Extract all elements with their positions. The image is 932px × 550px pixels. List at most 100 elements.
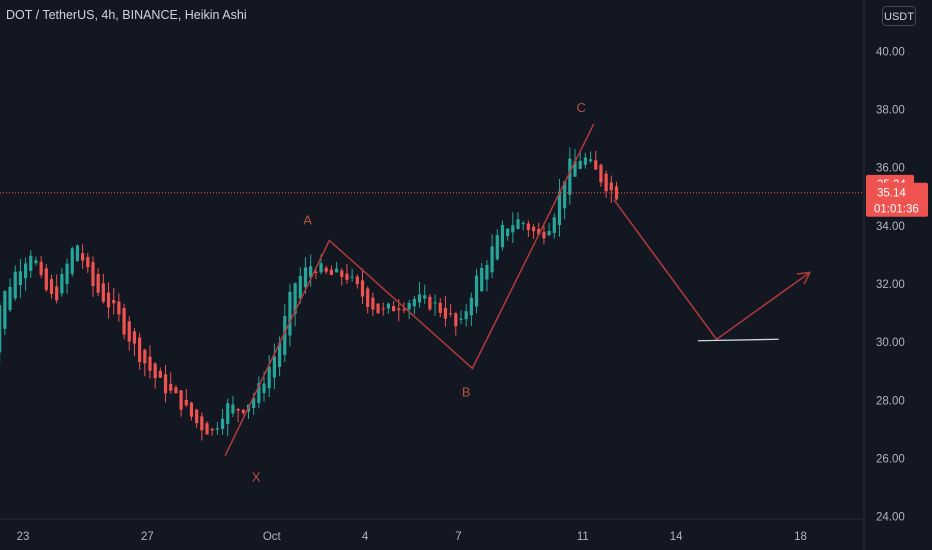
price-tags: 35.24 35.14 01:01:36 xyxy=(866,174,928,217)
candle-up xyxy=(65,263,69,284)
candle-down xyxy=(609,182,613,191)
candle-down xyxy=(397,308,401,311)
candle-up xyxy=(288,291,292,336)
candle-down xyxy=(360,280,365,297)
last-price-tag xyxy=(866,182,928,217)
candle-up xyxy=(417,294,422,303)
candle-down xyxy=(143,349,147,364)
price-axis-tick-label: 26.00 xyxy=(876,454,905,466)
time-axis-tick-label: Oct xyxy=(263,531,282,543)
projection-line[interactable] xyxy=(613,199,811,341)
candles-layer xyxy=(0,147,619,441)
candle-down xyxy=(594,160,598,170)
candle-up xyxy=(298,275,302,299)
candle-up xyxy=(407,302,411,310)
candle-down xyxy=(44,268,48,290)
candle-down xyxy=(179,390,183,410)
drawings-layer[interactable]: X A B C xyxy=(224,100,812,485)
candle-down xyxy=(526,223,530,231)
candle-up xyxy=(267,366,271,389)
candle-down xyxy=(174,387,178,394)
candle-down xyxy=(381,308,385,310)
pattern-label-b: B xyxy=(462,384,471,399)
candle-up xyxy=(60,274,64,294)
candle-down xyxy=(366,288,370,308)
time-axis-tick-label: 23 xyxy=(17,531,30,543)
time-axis-tick-label: 4 xyxy=(362,531,369,543)
candle-up xyxy=(350,276,354,278)
candle-down xyxy=(210,428,214,431)
candle-up xyxy=(293,283,297,314)
candle-down xyxy=(371,297,375,310)
candle-up xyxy=(578,160,582,169)
candle-up xyxy=(303,267,308,288)
candle-down xyxy=(96,274,100,293)
candle-up xyxy=(226,403,230,424)
candle-up xyxy=(568,158,572,195)
candle-up xyxy=(29,255,33,271)
candle-up xyxy=(547,230,551,236)
candle-down xyxy=(345,273,349,280)
candle-down xyxy=(236,409,240,411)
candle-up xyxy=(423,295,427,299)
candle-down xyxy=(184,399,188,406)
candle-down xyxy=(132,331,137,344)
price-axis-tick-label: 24.00 xyxy=(876,512,905,524)
candle-up xyxy=(220,418,225,429)
candle-up xyxy=(257,383,261,403)
candle-down xyxy=(454,313,458,327)
candle-up xyxy=(75,245,80,262)
candle-up xyxy=(552,217,556,233)
candle-down xyxy=(599,164,603,183)
candle-down xyxy=(355,276,359,285)
candle-down xyxy=(163,374,168,394)
candle-down xyxy=(614,186,619,200)
price-axis-tick-label: 30.00 xyxy=(876,337,905,349)
candle-up xyxy=(386,303,391,309)
candle-up xyxy=(277,342,282,367)
candle-up xyxy=(588,159,593,162)
symbol-title[interactable]: DOT / TetherUS, 4h, BINANCE, Heikin Ashi xyxy=(6,8,247,22)
candle-down xyxy=(438,302,442,313)
candle-down xyxy=(138,337,142,363)
projection-arrowhead xyxy=(796,271,812,285)
candle-up xyxy=(334,268,339,273)
candle-up xyxy=(563,181,567,209)
candle-up xyxy=(557,191,562,226)
price-axis-tick-label: 38.00 xyxy=(876,105,905,117)
price-axis-tick-label: 40.00 xyxy=(876,46,905,58)
candle-down xyxy=(449,313,453,315)
candle-down xyxy=(55,286,59,301)
candle-up xyxy=(480,267,484,292)
candle-up xyxy=(309,266,313,278)
candle-down xyxy=(376,303,380,314)
candle-down xyxy=(189,402,194,417)
candle-up xyxy=(573,160,577,177)
candle-up xyxy=(252,397,256,408)
time-axis[interactable]: 23 27 Oct 4 7 11 14 18 xyxy=(17,531,807,543)
candle-down xyxy=(153,363,157,379)
candle-up xyxy=(495,235,499,260)
candle-down xyxy=(392,306,396,312)
candle-down xyxy=(329,269,334,275)
candle-up xyxy=(511,225,515,233)
candle-down xyxy=(314,271,318,273)
candle-up xyxy=(3,291,7,329)
currency-button[interactable]: USDT xyxy=(882,6,916,26)
candle-up xyxy=(459,318,463,320)
candle-down xyxy=(101,283,105,302)
candle-down xyxy=(112,299,116,304)
candle-down xyxy=(91,262,95,286)
candle-down xyxy=(86,256,90,268)
target-level-line[interactable] xyxy=(697,338,779,342)
candle-down xyxy=(428,296,432,310)
candle-down xyxy=(537,229,541,235)
candle-down xyxy=(205,423,209,435)
candle-up xyxy=(23,263,28,279)
time-axis-tick-label: 27 xyxy=(141,531,154,543)
price-axis[interactable]: 24.00 26.00 28.00 30.00 32.00 34.00 36.00 38.00… xyxy=(876,46,905,523)
xabc-pattern-line[interactable] xyxy=(224,123,595,456)
candle-down xyxy=(195,409,199,424)
candle-down xyxy=(148,356,152,371)
